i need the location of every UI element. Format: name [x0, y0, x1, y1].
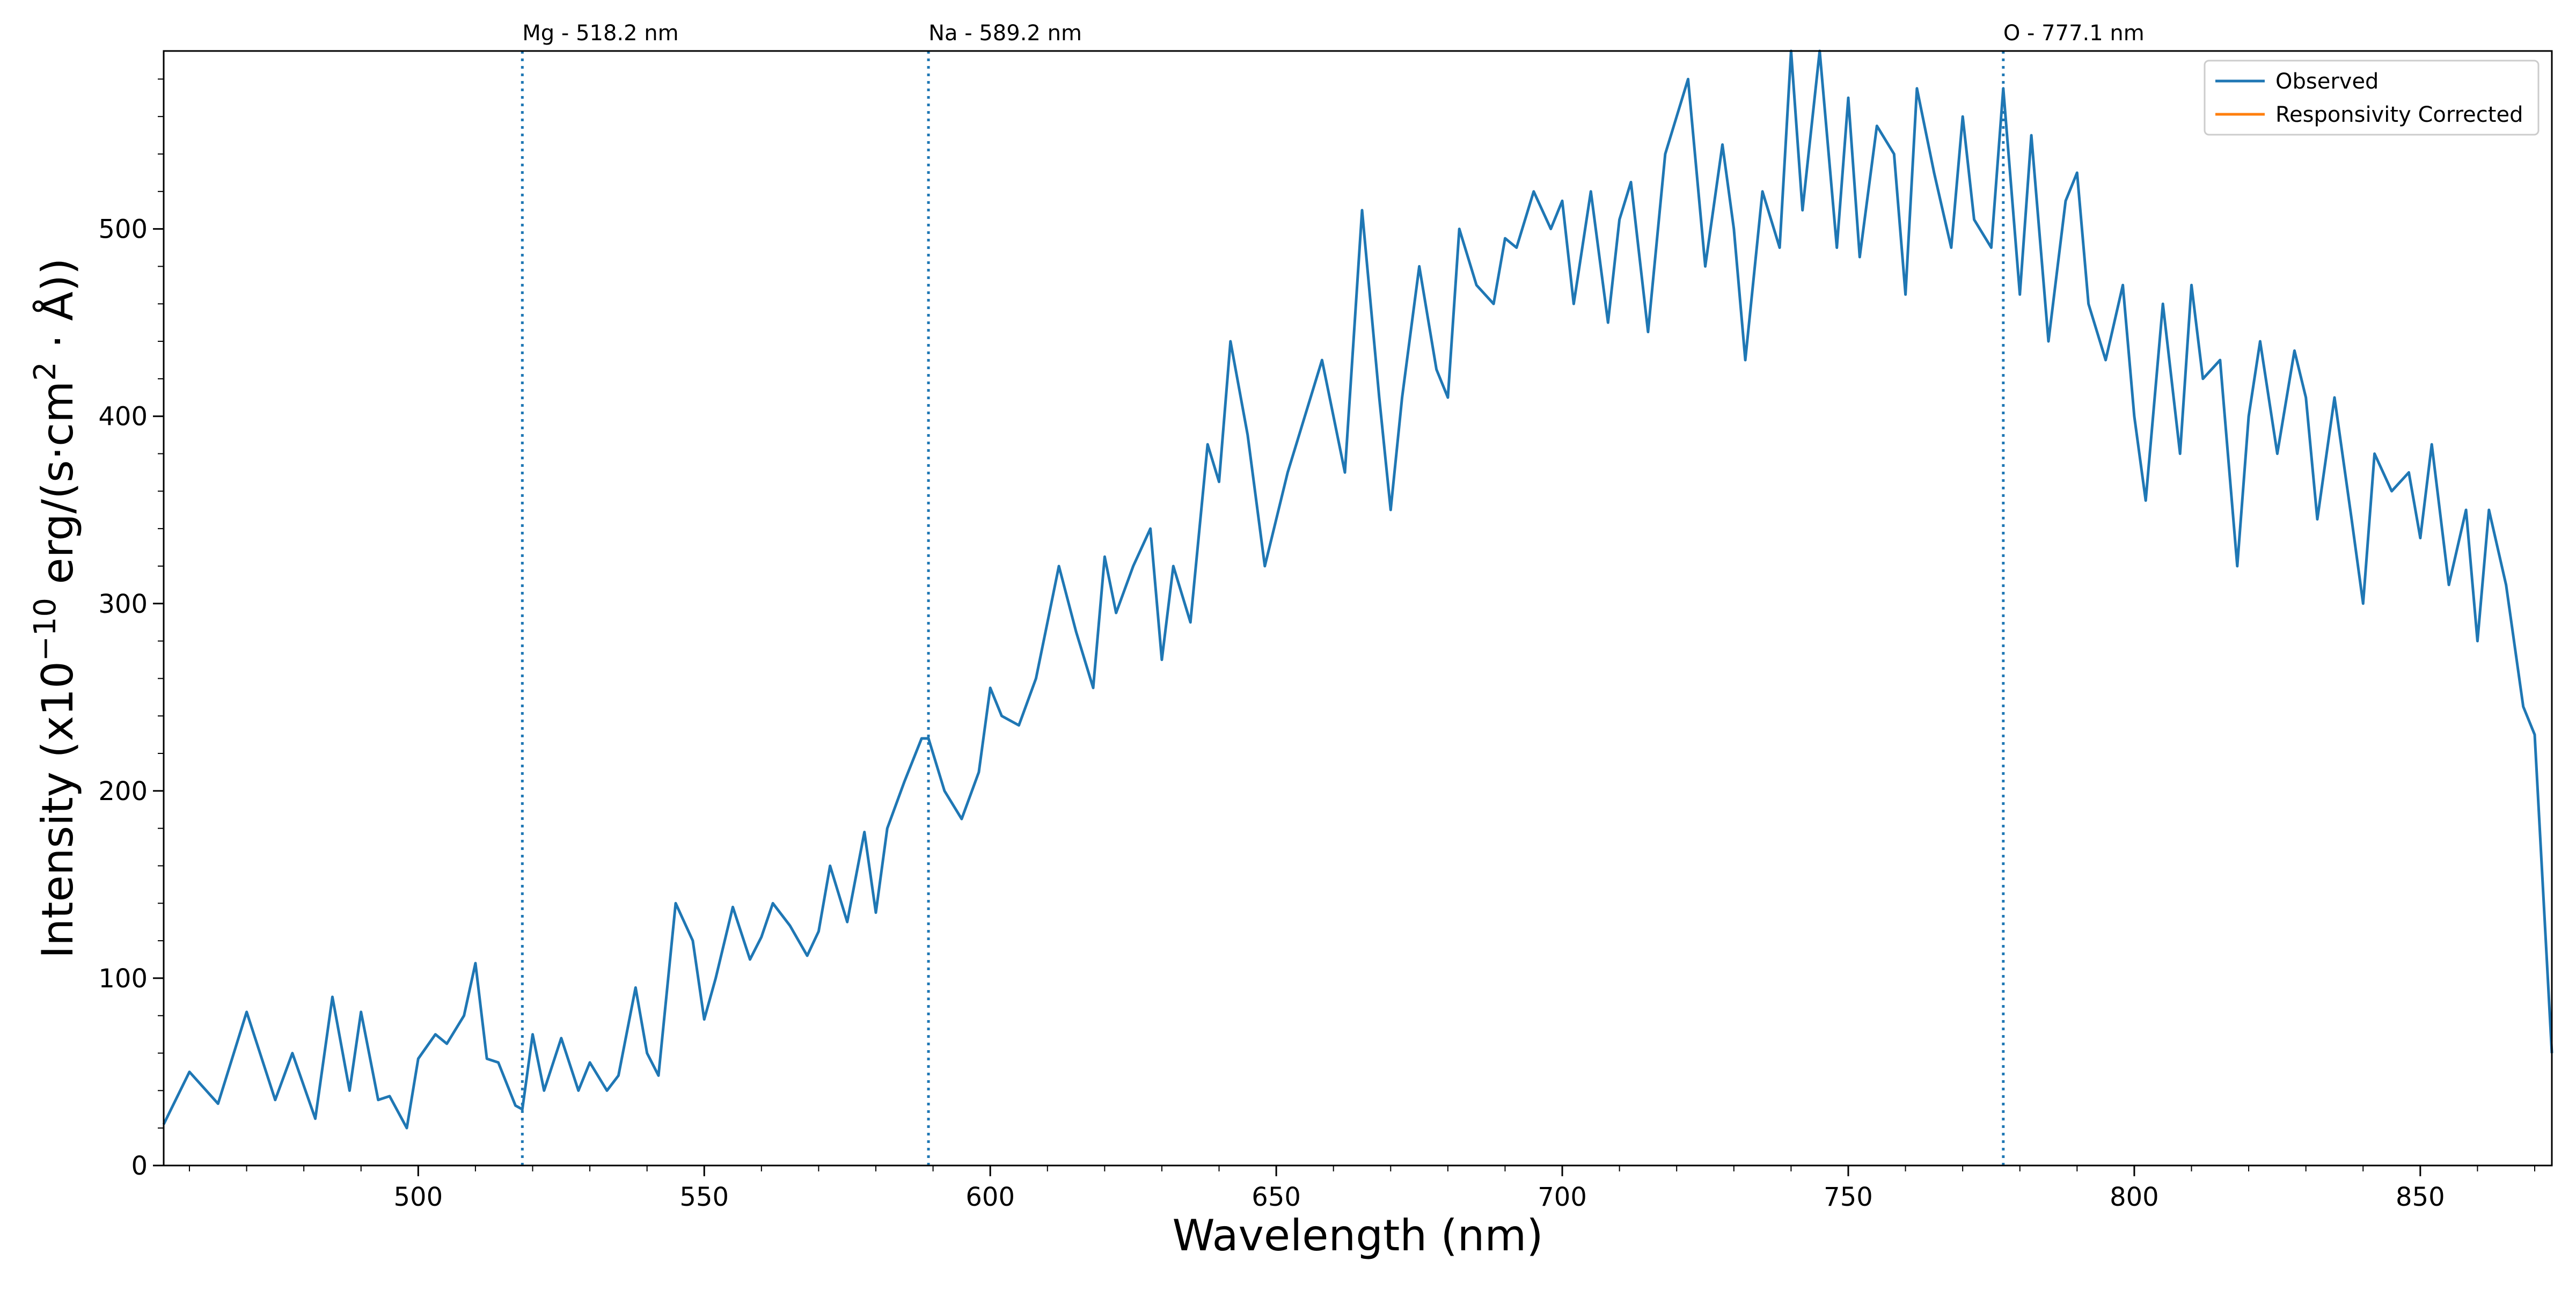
y-axis-title-middle: erg/(s·cm — [33, 381, 83, 598]
y-tick-label-0: 0 — [131, 1151, 148, 1181]
x-tick-label-7: 850 — [2396, 1182, 2445, 1212]
x-tick-label-4: 700 — [1538, 1182, 1587, 1212]
reference-line-label-0: Mg - 518.2 nm — [522, 21, 678, 46]
y-tick-label-3: 300 — [98, 589, 148, 619]
x-tick-label-0: 500 — [393, 1182, 443, 1212]
x-tick-label-6: 800 — [2110, 1182, 2159, 1212]
reference-line-label-1: Na - 589.2 nm — [928, 21, 1082, 46]
x-tick-label-2: 600 — [965, 1182, 1015, 1212]
y-tick-label-1: 100 — [98, 964, 148, 994]
x-tick-label-5: 750 — [1824, 1182, 1873, 1212]
y-axis-title-squared: 2 — [28, 362, 63, 381]
y-tick-label-2: 200 — [98, 776, 148, 807]
legend-label-responsivity-corrected: Responsivity Corrected — [2275, 102, 2523, 127]
reference-line-label-2: O - 777.1 nm — [2003, 21, 2145, 46]
legend: Observed Responsivity Corrected — [2205, 61, 2538, 135]
x-tick-label-3: 650 — [1252, 1182, 1301, 1212]
x-tick-label-1: 550 — [679, 1182, 729, 1212]
y-axis-title-prefix: Intensity (x10 — [33, 661, 83, 958]
y-tick-label-4: 400 — [98, 402, 148, 432]
y-axis-title-suffix: · Å)) — [32, 258, 83, 362]
y-tick-label-5: 500 — [98, 215, 148, 245]
legend-label-observed: Observed — [2275, 69, 2379, 94]
y-axis-title-exponent: −10 — [28, 598, 63, 661]
x-axis-title: Wavelength (nm) — [1172, 1211, 1543, 1260]
